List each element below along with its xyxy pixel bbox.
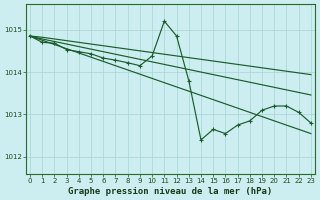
X-axis label: Graphe pression niveau de la mer (hPa): Graphe pression niveau de la mer (hPa) <box>68 187 273 196</box>
